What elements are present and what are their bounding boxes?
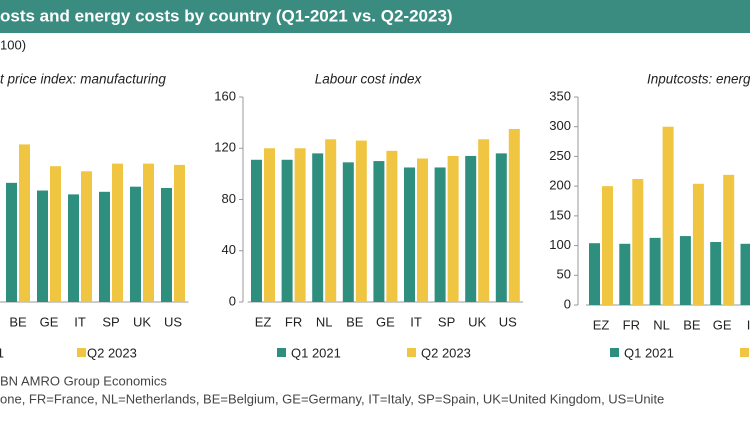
x-tick-label: FR [623, 317, 640, 332]
bar [174, 164, 185, 302]
y-tick-label: 150 [549, 207, 571, 222]
bar [6, 182, 17, 302]
bar [662, 126, 674, 305]
x-tick-label: US [164, 314, 182, 329]
bar [50, 166, 61, 302]
x-tick-label: EZ [255, 314, 272, 329]
y-tick-label: 80 [222, 191, 236, 206]
header-title: osts and energy costs by country (Q1-202… [0, 6, 453, 25]
bar [99, 191, 110, 302]
x-tick-label: SP [102, 314, 119, 329]
y-tick-label: 200 [549, 178, 571, 193]
x-tick-label: UK [468, 314, 486, 329]
x-tick-label: GE [376, 314, 395, 329]
y-tick-label: 0 [564, 296, 571, 311]
bar [112, 163, 123, 302]
bar [619, 243, 631, 305]
subtitle: 100) [0, 37, 26, 52]
legend-swatch [407, 348, 416, 357]
x-tick-label: BE [346, 314, 364, 329]
header-band [0, 0, 750, 33]
legend-label: Q1 2021 [624, 345, 674, 360]
y-tick-label: 160 [214, 88, 236, 103]
bar [417, 158, 428, 302]
x-tick-label: NL [316, 314, 333, 329]
bar [632, 179, 644, 305]
bar [68, 194, 79, 302]
bar [679, 236, 691, 305]
bar [740, 243, 750, 305]
legend-label: Q1 2021 [0, 345, 4, 360]
x-tick-label: SP [438, 314, 455, 329]
bar [710, 242, 722, 305]
bar [281, 159, 293, 302]
bar [447, 155, 459, 302]
x-tick-label: BE [9, 314, 27, 329]
x-tick-label: GE [713, 317, 732, 332]
bar [649, 237, 661, 305]
bar [723, 174, 735, 305]
x-tick-label: FR [285, 314, 302, 329]
y-tick-label: 120 [214, 140, 236, 155]
y-tick-label: 40 [222, 242, 236, 257]
bar [465, 155, 477, 302]
bar [434, 167, 446, 302]
bar [342, 162, 354, 302]
bar [495, 153, 507, 302]
y-tick-label: 100 [549, 237, 571, 252]
source: BN AMRO Group Economics [0, 373, 167, 388]
bar [294, 148, 306, 302]
x-tick-label: GE [40, 314, 59, 329]
y-tick-label: 350 [549, 88, 571, 103]
bar [251, 159, 262, 302]
legend-swatch [77, 348, 86, 357]
bar [81, 171, 92, 302]
chart-title: t price index: manufacturing [0, 72, 166, 87]
bar [355, 140, 367, 302]
bar [312, 153, 324, 302]
bar [404, 167, 415, 302]
y-tick-label: 250 [549, 148, 571, 163]
x-tick-label: EZ [593, 317, 610, 332]
bar [130, 186, 141, 302]
bar [692, 183, 704, 305]
bar [373, 161, 385, 302]
x-tick-label: UK [133, 314, 151, 329]
bar [161, 187, 172, 302]
bar [325, 139, 337, 302]
x-tick-label: IT [74, 314, 86, 329]
x-tick-label: US [499, 314, 517, 329]
bar [37, 190, 48, 302]
x-tick-label: NL [653, 317, 670, 332]
chart-title: Labour cost index [315, 72, 423, 87]
y-tick-label: 300 [549, 118, 571, 133]
bar [386, 150, 398, 302]
bar [508, 129, 520, 302]
legend-swatch [277, 348, 286, 357]
legend-label: Q1 2021 [291, 345, 341, 360]
legend-swatch [610, 348, 619, 357]
bar [478, 139, 490, 302]
bar [143, 163, 154, 302]
bar [264, 148, 275, 302]
chart-title: Inputcosts: energ [647, 72, 750, 87]
legend-label: Q2 2023 [87, 345, 137, 360]
bar [19, 144, 30, 302]
bar [589, 243, 600, 305]
y-tick-label: 50 [557, 267, 571, 282]
bar [602, 186, 613, 305]
x-tick-label: IT [747, 317, 750, 332]
y-tick-label: 0 [229, 293, 236, 308]
legend-label: Q2 2023 [421, 345, 471, 360]
x-tick-label: IT [410, 314, 422, 329]
footnote: one, FR=France, NL=Netherlands, BE=Belgi… [0, 391, 664, 406]
legend-swatch [740, 348, 749, 357]
x-tick-label: BE [683, 317, 701, 332]
